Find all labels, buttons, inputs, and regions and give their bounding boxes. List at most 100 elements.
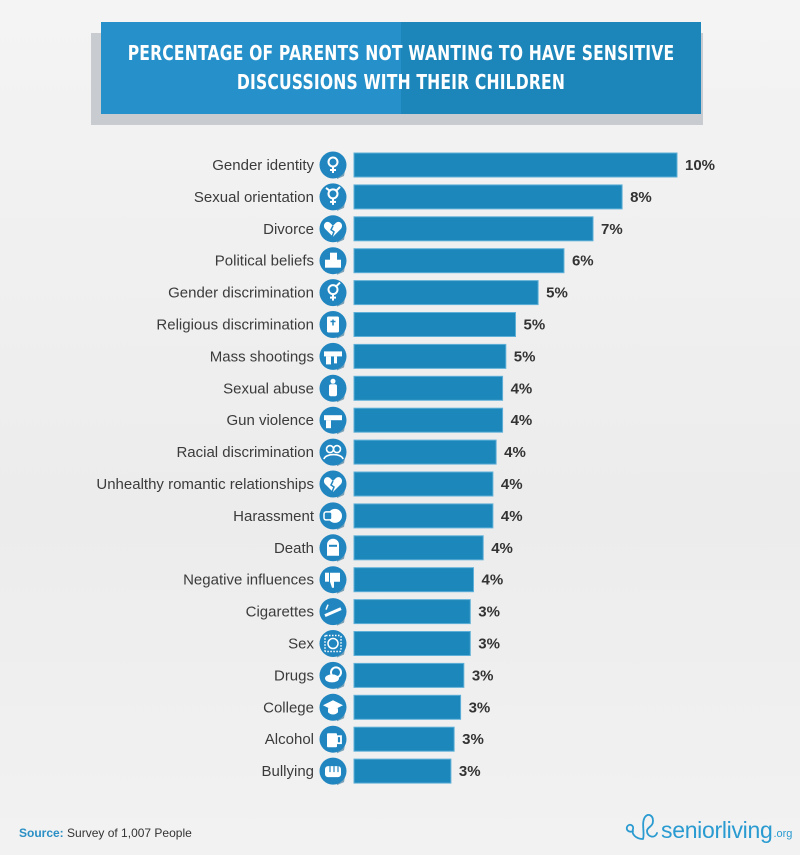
bar-row: Sexual abuse 4% (223, 374, 533, 403)
bar (353, 280, 539, 306)
category-icon (319, 342, 347, 371)
transgender-symbol-icon (325, 186, 341, 205)
bar-row: Cigarettes 3% (246, 598, 500, 626)
category-icon (319, 757, 347, 786)
category-icon (319, 725, 347, 754)
bar-row: Political beliefs 6% (215, 247, 594, 275)
category-label: Bullying (261, 763, 314, 780)
graduation-cap-icon (323, 700, 343, 715)
bar-row: Religious discrimination 5% (156, 311, 545, 339)
category-icon (319, 502, 347, 530)
category-label: Divorce (263, 221, 314, 238)
value-label: 10% (685, 157, 715, 174)
victim-figure-icon (329, 378, 337, 397)
category-icon (319, 247, 347, 275)
bar-row: Unhealthy romantic relationships 4% (96, 470, 523, 498)
bar (353, 694, 462, 720)
bar (353, 407, 504, 433)
thumbs-down-icon (325, 572, 340, 588)
value-label: 4% (491, 540, 513, 557)
category-label: Gender identity (212, 157, 314, 174)
icon-circle (319, 630, 347, 657)
beer-mug-icon (327, 733, 342, 748)
bar (353, 599, 471, 625)
category-label: Harassment (233, 508, 315, 525)
value-label: 4% (501, 508, 523, 525)
category-label: Mass shootings (210, 348, 314, 365)
title-banner: Percentage of Parents Not Wanting to Hav… (101, 22, 701, 114)
category-icon (319, 311, 347, 339)
pistol-icon (324, 415, 342, 429)
category-label: Drugs (274, 667, 314, 684)
source-key: Source: (19, 826, 64, 840)
value-label: 3% (472, 667, 494, 684)
source-note: Source: Survey of 1,007 People (19, 826, 192, 840)
bar-row: Gender discrimination 5% (168, 279, 568, 307)
bar (353, 471, 494, 497)
value-label: 3% (459, 763, 481, 780)
bar-row: Sexual orientation 8% (194, 183, 652, 211)
bar (353, 567, 475, 593)
bar-row: Negative influences 4% (183, 566, 503, 594)
gender-symbol-icon (327, 281, 341, 301)
icon-circle (319, 279, 347, 307)
bar (353, 248, 565, 274)
category-label: Death (274, 540, 314, 557)
category-icon (319, 406, 347, 435)
condom-icon (324, 634, 342, 653)
bar (353, 535, 484, 561)
bar-row: Harassment 4% (233, 502, 523, 530)
value-label: 4% (482, 572, 504, 589)
bar-row: Mass shootings 5% (210, 342, 535, 371)
category-label: Religious discrimination (156, 317, 314, 334)
logo-tld: .org (773, 828, 793, 840)
chart-title: Percentage of Parents Not Wanting to Hav… (127, 41, 675, 94)
category-icon (319, 693, 347, 722)
value-label: 5% (524, 317, 546, 334)
bar (353, 343, 507, 369)
icon-circle (319, 151, 347, 179)
category-label: Sexual orientation (194, 189, 314, 206)
value-label: 4% (511, 412, 533, 429)
category-icon (319, 279, 347, 307)
bar (353, 216, 594, 242)
bar (353, 312, 516, 337)
category-label: Cigarettes (246, 604, 314, 621)
category-label: Political beliefs (215, 253, 314, 270)
people-group-icon (323, 444, 344, 460)
category-icon (319, 374, 347, 403)
source-text: Survey of 1,007 People (67, 826, 192, 840)
logo-wordmark: seniorliving (661, 817, 773, 843)
harassment-hand-icon (323, 508, 342, 523)
bar-row: Sex 3% (288, 630, 500, 658)
category-label: Unhealthy romantic relationships (96, 476, 314, 493)
bar (353, 726, 455, 752)
category-label: Sexual abuse (223, 380, 314, 397)
bar-row: Gun violence 4% (226, 406, 533, 435)
value-label: 7% (601, 221, 623, 238)
seniorliving-logo[interactable]: seniorliving .org (625, 813, 792, 843)
pills-icon (325, 666, 342, 683)
category-icon (319, 470, 347, 498)
bible-icon (327, 316, 339, 333)
value-label: 5% (546, 285, 568, 302)
category-label: Gun violence (226, 412, 314, 429)
category-icon (319, 661, 347, 690)
fist-icon (325, 766, 341, 778)
category-icon (319, 598, 347, 626)
bar-row: Bullying 3% (261, 757, 481, 786)
broken-heart-icon (323, 221, 343, 238)
value-label: 4% (511, 380, 533, 397)
category-icon (319, 438, 347, 467)
category-label: Racial discrimination (176, 444, 314, 461)
bar-row: Death 4% (274, 534, 513, 562)
ballot-box-icon (325, 252, 341, 268)
tombstone-rip-icon (327, 538, 339, 556)
bar (353, 184, 623, 210)
bar (353, 631, 471, 656)
value-label: 8% (630, 189, 652, 206)
category-icon (319, 183, 347, 211)
bar-row: Gender identity 10% (212, 151, 715, 179)
bar-row: Divorce 7% (263, 215, 623, 243)
value-label: 3% (478, 636, 500, 653)
